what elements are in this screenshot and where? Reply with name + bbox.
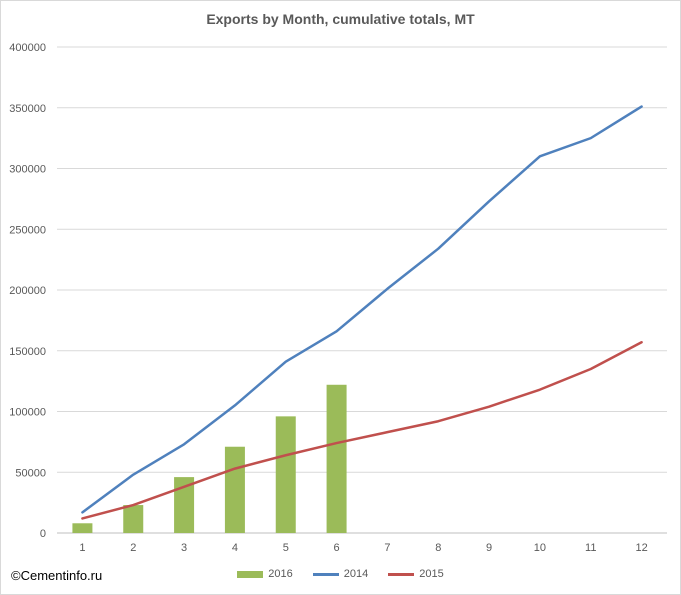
y-tick-label: 0 (40, 528, 46, 540)
bar-2016 (275, 416, 296, 533)
y-tick-label: 250000 (9, 224, 46, 236)
legend-swatch-2016 (237, 570, 264, 578)
bar-2016 (224, 446, 245, 533)
bar-2016 (174, 477, 195, 533)
legend: 2016 2014 2015 (0, 565, 681, 583)
y-tick-label: 350000 (9, 103, 46, 115)
y-tick-label: 300000 (9, 164, 46, 176)
bar-2016 (123, 505, 144, 533)
x-tick-label: 5 (283, 542, 289, 554)
x-tick-label: 11 (585, 542, 596, 554)
x-tick-label: 1 (79, 542, 85, 554)
bar-2016 (326, 384, 347, 533)
legend-swatch-2014 (312, 572, 339, 576)
bar-2016 (72, 523, 93, 533)
y-tick-label: 400000 (9, 42, 46, 54)
y-tick-label: 50000 (15, 467, 46, 479)
chart-title: Exports by Month, cumulative totals, MT (206, 11, 475, 27)
line-2015 (81, 340, 643, 520)
x-tick-label: 6 (334, 542, 340, 554)
line-series (81, 105, 643, 520)
legend-item-2014: 2014 (312, 568, 369, 580)
x-tick-label: 4 (232, 542, 238, 554)
x-axis-ticks: 1 2 3 4 5 6 7 8 9 10 11 12 (79, 542, 647, 554)
legend-swatch-2015 (388, 572, 415, 576)
x-tick-label: 3 (181, 542, 187, 554)
legend-label-2014: 2014 (343, 568, 369, 580)
y-tick-label: 150000 (9, 346, 46, 358)
bar-series (72, 384, 347, 533)
copyright-credit: ©Cementinfo.ru (11, 568, 103, 583)
legend-item-2016: 2016 (237, 568, 293, 580)
x-tick-label: 9 (486, 542, 492, 554)
x-tick-label: 2 (130, 542, 136, 554)
gridlines (57, 46, 667, 534)
y-tick-label: 200000 (9, 285, 46, 297)
x-tick-label: 10 (534, 542, 546, 554)
line-2014 (81, 105, 643, 514)
x-tick-label: 12 (635, 542, 647, 554)
y-tick-label: 100000 (9, 407, 46, 419)
y-axis-ticks: 0 50000 100000 150000 200000 250000 300000 3500… (9, 42, 46, 540)
legend-label-2015: 2015 (419, 568, 444, 580)
legend-label-2016: 2016 (268, 568, 293, 580)
x-tick-label: 7 (384, 542, 390, 554)
x-tick-label: 8 (435, 542, 441, 554)
legend-item-2015: 2015 (388, 568, 444, 580)
